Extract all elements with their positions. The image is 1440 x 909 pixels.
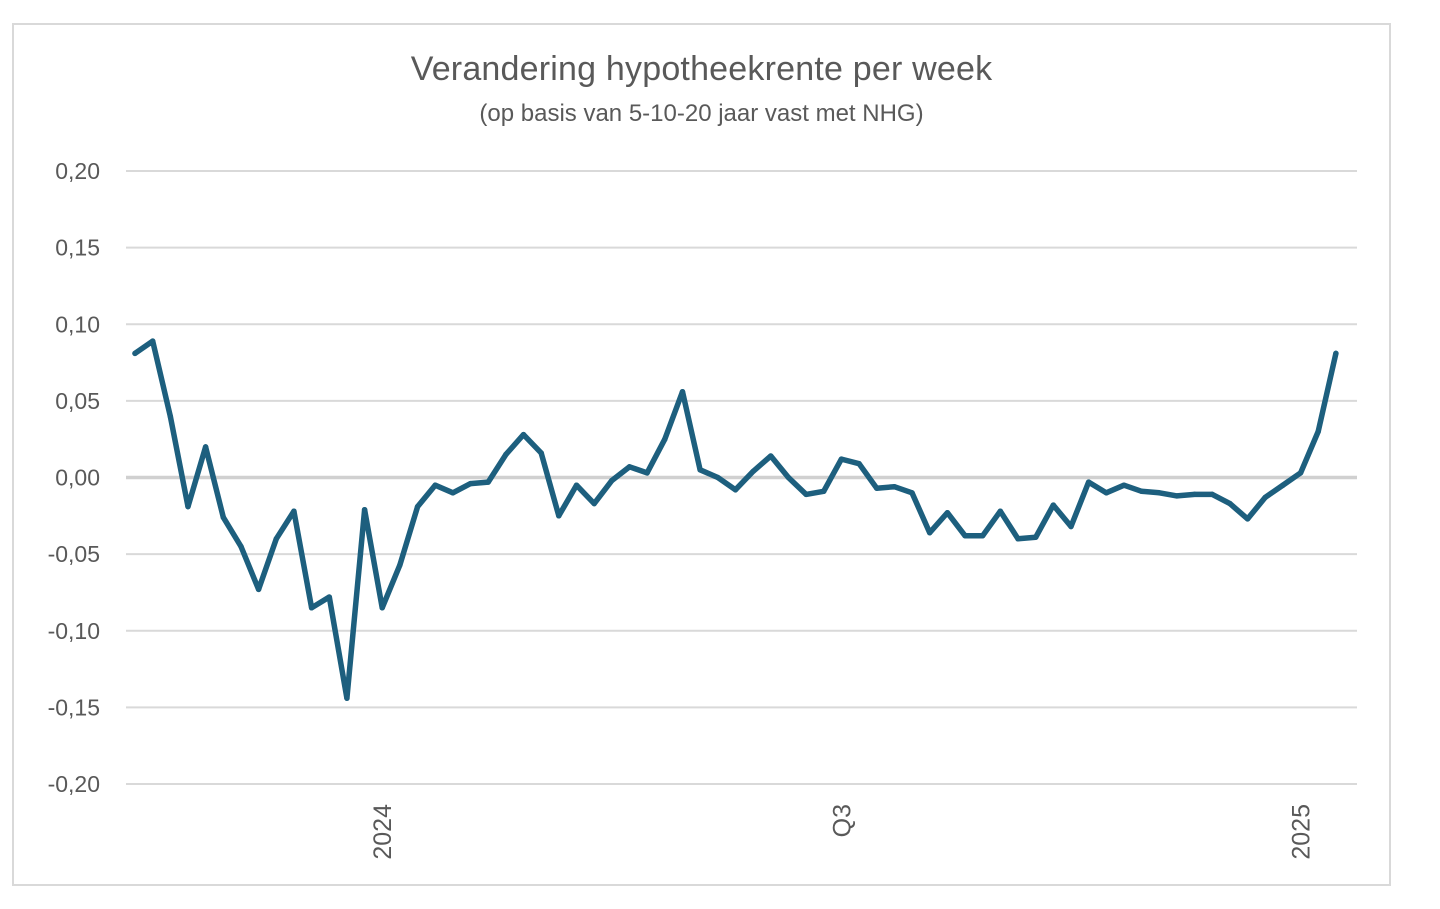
data-point xyxy=(538,450,544,456)
data-point xyxy=(1297,470,1304,476)
data-point xyxy=(697,467,703,473)
data-point xyxy=(715,474,721,481)
data-point xyxy=(750,468,756,475)
data-point xyxy=(220,514,226,521)
x-tick-label: 2025 xyxy=(1288,804,1316,860)
y-tick-label: 0,15 xyxy=(55,235,100,261)
data-point xyxy=(397,562,403,568)
data-point xyxy=(273,536,279,542)
y-tick-label: 0,05 xyxy=(55,388,100,414)
data-point xyxy=(1315,428,1321,435)
y-tick-label: -0,10 xyxy=(48,618,100,644)
data-point xyxy=(308,605,315,611)
gridlines xyxy=(126,170,1357,785)
data-point xyxy=(326,594,332,600)
x-tick-label: Q3 xyxy=(828,804,856,837)
data-point xyxy=(520,431,527,438)
data-point xyxy=(644,470,650,476)
data-point xyxy=(591,500,597,507)
data-point xyxy=(1015,536,1021,542)
data-point xyxy=(414,503,421,510)
data-point xyxy=(944,510,951,516)
data-point xyxy=(149,338,156,344)
y-axis-tick-labels: 0,20 0,15 0,10 0,05 0,00 -0,05 -0,10 -0,15 -0,20 xyxy=(48,158,100,797)
data-point xyxy=(556,513,562,519)
data-point xyxy=(450,490,456,496)
data-point xyxy=(821,488,827,494)
data-point xyxy=(732,487,739,493)
data-point xyxy=(167,413,174,419)
series-line xyxy=(132,338,1339,701)
data-point xyxy=(1121,482,1127,488)
data-point xyxy=(503,451,509,458)
data-point xyxy=(1191,491,1198,498)
data-point xyxy=(785,474,792,481)
data-point xyxy=(202,444,209,450)
data-point xyxy=(927,529,933,536)
data-point xyxy=(838,456,845,462)
data-point xyxy=(679,388,686,395)
data-point xyxy=(1032,534,1039,540)
data-point xyxy=(891,483,898,490)
y-tick-label: 0,20 xyxy=(55,158,100,184)
data-point xyxy=(1085,479,1092,485)
data-point xyxy=(1209,491,1215,498)
y-tick-label: -0,20 xyxy=(48,771,100,797)
data-point xyxy=(997,508,1004,514)
data-point xyxy=(1262,494,1268,501)
data-point xyxy=(1174,493,1180,499)
data-point xyxy=(485,479,491,485)
data-point xyxy=(856,461,862,467)
data-point xyxy=(1156,490,1162,496)
data-point xyxy=(1138,488,1145,494)
data-point xyxy=(467,480,474,487)
chart-subtitle: (op basis van 5-10-20 jaar vast met NHG) xyxy=(479,100,924,127)
data-point xyxy=(662,436,668,442)
series-layer xyxy=(132,338,1339,701)
data-point xyxy=(803,491,809,498)
y-tick-label: -0,15 xyxy=(48,694,100,720)
data-point xyxy=(874,485,880,491)
data-point xyxy=(1068,523,1074,530)
data-point xyxy=(379,605,385,611)
y-tick-label: 0,10 xyxy=(55,311,100,337)
data-point xyxy=(768,453,774,459)
data-point xyxy=(626,464,633,470)
data-point xyxy=(344,695,350,701)
y-tick-label: 0,00 xyxy=(55,465,100,491)
data-point xyxy=(432,482,438,488)
x-tick-label: 2024 xyxy=(369,804,397,860)
data-point xyxy=(573,482,580,488)
data-point xyxy=(132,350,138,357)
data-point xyxy=(609,477,615,484)
data-point xyxy=(1244,516,1251,522)
x-axis-tick-labels: 2024 Q3 2025 xyxy=(369,804,1315,860)
chart-frame xyxy=(12,23,1391,886)
data-point xyxy=(291,508,297,514)
data-point xyxy=(1103,490,1110,496)
data-point xyxy=(238,543,244,550)
data-point xyxy=(361,506,368,513)
y-tick-label: -0,05 xyxy=(48,541,100,567)
data-point xyxy=(1333,350,1339,357)
data-point xyxy=(979,533,986,539)
data-point xyxy=(1050,502,1057,508)
data-point xyxy=(1227,500,1233,507)
data-point xyxy=(909,490,915,496)
data-point xyxy=(1280,482,1286,488)
data-point xyxy=(255,586,262,593)
data-point xyxy=(185,503,191,510)
data-point xyxy=(962,533,968,539)
chart-title: Verandering hypotheekrente per week xyxy=(410,50,993,88)
